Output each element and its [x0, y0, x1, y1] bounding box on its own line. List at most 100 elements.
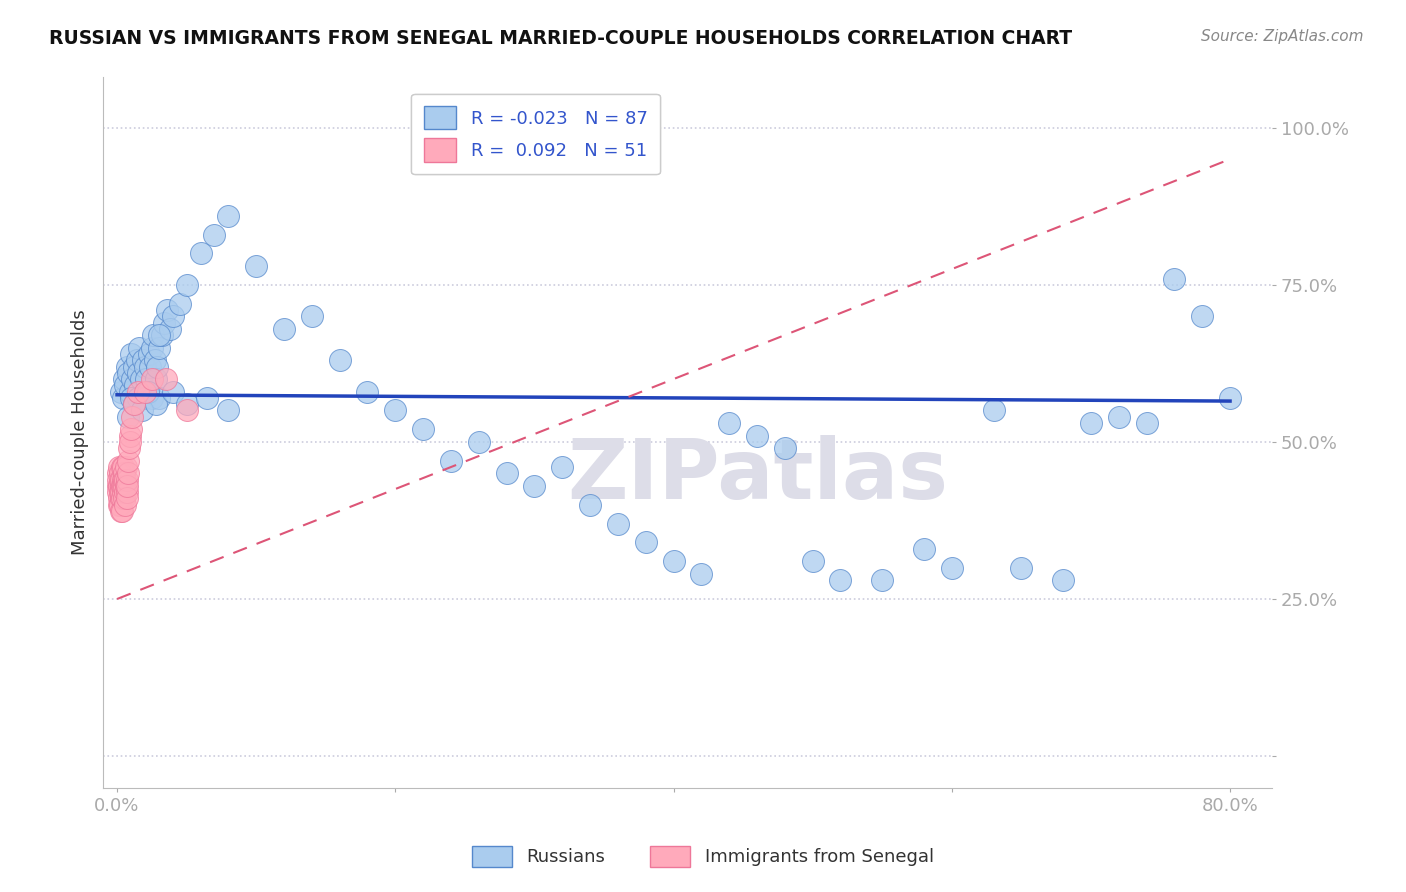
Point [108, 498, 131, 512]
Text: ZIPatlas: ZIPatlas [567, 434, 948, 516]
Point [301, 310, 323, 324]
Point [176, 403, 198, 417]
Point [115, 460, 138, 475]
Point [217, 209, 239, 223]
Point [118, 428, 141, 442]
Point [117, 366, 139, 380]
Point [107, 491, 129, 506]
Point [108, 467, 131, 481]
Point [111, 479, 134, 493]
Point [115, 491, 138, 506]
Point [111, 491, 134, 506]
Point [131, 403, 153, 417]
Point [107, 479, 129, 493]
Point [801, 554, 824, 568]
Point [134, 384, 156, 399]
Point [1135, 416, 1157, 430]
Point [134, 359, 156, 374]
Point [117, 454, 139, 468]
Point [150, 328, 173, 343]
Point [273, 322, 295, 336]
Point [127, 391, 149, 405]
Point [941, 560, 963, 574]
Point [112, 473, 135, 487]
Point [579, 498, 602, 512]
Point [122, 359, 145, 374]
Point [122, 397, 145, 411]
Point [142, 328, 165, 343]
Point [138, 347, 160, 361]
Point [412, 422, 434, 436]
Point [148, 341, 170, 355]
Point [127, 384, 149, 399]
Point [356, 384, 378, 399]
Point [139, 359, 162, 374]
Point [329, 353, 352, 368]
Point [110, 504, 132, 518]
Point [468, 434, 491, 449]
Point [148, 328, 170, 343]
Y-axis label: Married-couple Households: Married-couple Households [72, 310, 89, 556]
Point [912, 541, 935, 556]
Point [1219, 391, 1241, 405]
Point [111, 391, 134, 405]
Point [690, 566, 713, 581]
Point [114, 473, 136, 487]
Point [830, 573, 852, 587]
Point [111, 473, 134, 487]
Point [125, 353, 148, 368]
Point [141, 341, 163, 355]
Text: RUSSIAN VS IMMIGRANTS FROM SENEGAL MARRIED-COUPLE HOUSEHOLDS CORRELATION CHART: RUSSIAN VS IMMIGRANTS FROM SENEGAL MARRI… [49, 29, 1073, 47]
Point [870, 573, 893, 587]
Point [176, 277, 198, 292]
Point [127, 366, 149, 380]
Point [129, 372, 152, 386]
Point [136, 384, 159, 399]
Point [112, 479, 135, 493]
Point [115, 359, 138, 374]
Point [114, 378, 136, 392]
Point [132, 353, 155, 368]
Point [523, 479, 546, 493]
Legend: Russians, Immigrants from Senegal: Russians, Immigrants from Senegal [465, 838, 941, 874]
Point [146, 359, 169, 374]
Point [131, 391, 153, 405]
Point [495, 467, 517, 481]
Point [773, 441, 796, 455]
Legend: R = -0.023   N = 87, R =  0.092   N = 51: R = -0.023 N = 87, R = 0.092 N = 51 [411, 94, 659, 174]
Point [1163, 271, 1185, 285]
Point [634, 535, 657, 549]
Point [121, 372, 143, 386]
Point [114, 479, 136, 493]
Point [983, 403, 1005, 417]
Point [135, 372, 157, 386]
Point [110, 479, 132, 493]
Point [718, 416, 741, 430]
Point [114, 498, 136, 512]
Point [662, 554, 685, 568]
Point [134, 391, 156, 405]
Point [384, 403, 406, 417]
Point [162, 310, 184, 324]
Point [107, 485, 129, 500]
Point [176, 397, 198, 411]
Point [1191, 310, 1213, 324]
Point [107, 467, 129, 481]
Point [162, 384, 184, 399]
Point [128, 341, 150, 355]
Point [1052, 573, 1074, 587]
Point [108, 485, 131, 500]
Point [110, 491, 132, 506]
Point [117, 467, 139, 481]
Point [148, 391, 170, 405]
Point [120, 422, 142, 436]
Point [110, 485, 132, 500]
Point [197, 391, 219, 405]
Point [141, 391, 163, 405]
Point [112, 491, 135, 506]
Point [440, 454, 463, 468]
Point [108, 479, 131, 493]
Point [120, 391, 142, 405]
Point [136, 384, 159, 399]
Point [143, 353, 166, 368]
